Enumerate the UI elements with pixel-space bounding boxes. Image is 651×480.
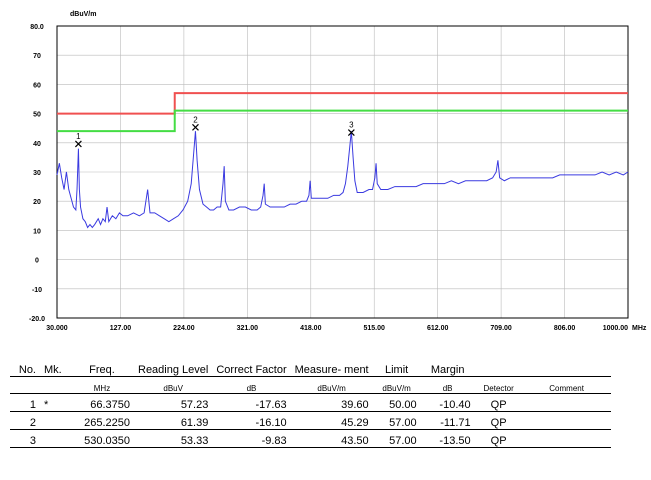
y-tick-label: -20.0	[29, 316, 45, 323]
table-row: 2 265.2250 61.39 -16.10 45.29 57.00 -11.71 QP	[10, 411, 611, 430]
x-tick-label: 709.00	[490, 325, 512, 332]
x-unit-label: MHz	[632, 325, 647, 332]
table-cell: 3	[10, 429, 40, 448]
x-tick-label: 612.00	[427, 325, 449, 332]
peak-marker-label: 2	[193, 115, 198, 124]
y-tick-label: 20	[33, 199, 41, 206]
x-tick-label: 806.00	[554, 325, 576, 332]
table-cell: -16.10	[212, 411, 291, 430]
table-row: 1 * 66.3750 57.23 -17.63 39.60 50.00 -10.40 QP	[10, 393, 611, 412]
limit-line	[57, 109, 628, 133]
unit-cell: dB	[420, 376, 475, 394]
table-cell: 530.0350	[70, 429, 134, 448]
peak-marker-x	[192, 123, 199, 131]
unit-cell	[40, 376, 70, 394]
y-tick-label: 10	[33, 228, 41, 235]
x-tick-label: 418.00	[300, 325, 322, 332]
header-cell: Limit	[385, 364, 409, 376]
x-tick-label: 321.00	[237, 325, 259, 332]
chart-grid	[57, 26, 628, 318]
trace-group	[56, 131, 629, 229]
header-cell: Freq.	[89, 364, 115, 376]
header-cell: Measure- ment	[294, 364, 369, 376]
x-tick-label: 30.000	[46, 325, 68, 332]
x-tick-label: 515.00	[364, 325, 386, 332]
table-cell: 61.39	[134, 411, 213, 430]
peak-marker-label: 3	[349, 121, 354, 130]
table-cell: -13.50	[420, 429, 475, 448]
table-cell: 2	[10, 411, 40, 430]
table-cell: 50.00	[372, 393, 421, 412]
table-cell: -17.63	[212, 393, 291, 412]
unit-cell: Comment	[522, 376, 611, 394]
table-cell	[522, 393, 611, 412]
peak-marker-x	[347, 129, 355, 137]
unit-cell: dBuV	[134, 376, 213, 394]
y-tick-labels: 80.0 70 60 50 40 30 20 10 0 -10 -20.0	[29, 24, 45, 323]
x-tick-label: 1000.00	[603, 325, 628, 332]
table-cell	[40, 411, 70, 430]
table-cell	[40, 429, 70, 448]
y-tick-label: 80.0	[30, 24, 44, 31]
header-cell: Margin	[430, 364, 465, 376]
table-cell: -11.71	[420, 411, 475, 430]
header-cell: Correct Factor	[216, 364, 287, 376]
y-tick-label: 60	[33, 82, 41, 89]
table-cell: 1	[10, 393, 40, 412]
table-cell: 57.00	[372, 411, 421, 430]
table-cell: 43.50	[290, 429, 373, 448]
y-tick-label: 30	[33, 170, 41, 177]
y-tick-label: 0	[35, 258, 39, 265]
table-cell: *	[40, 393, 70, 412]
unit-cell: dBuV/m	[372, 376, 421, 394]
x-tick-label: 127.00	[110, 325, 132, 332]
table-cell: QP	[474, 393, 523, 412]
y-tick-label: 40	[33, 141, 41, 148]
units-row: MHz dBuV dB dBuV/m dBuV/m dB Detector Comment	[10, 376, 611, 394]
header-cell: No.	[18, 364, 36, 376]
peak-marker-x	[74, 140, 82, 148]
markers-group: 1 2 3	[74, 115, 355, 148]
header-cell	[523, 346, 611, 377]
table-cell: 265.2250	[70, 411, 134, 430]
chart-svg: 1 2 3 80.0 70 60 50 40 30 20 10 0 -10 -20.0 30.000 12…	[29, 11, 647, 332]
x-tick-labels: 30.000 127.00 224.00 321.00 418.00 515.00 612.…	[46, 325, 628, 332]
table-cell	[522, 429, 611, 448]
header-cell: Reading Level	[138, 364, 209, 376]
y-tick-label: -10	[32, 287, 42, 294]
unit-cell: MHz	[70, 376, 134, 394]
table-cell: -9.83	[212, 429, 291, 448]
header-row: No. Mk. Freq. Reading Level Correct Factor Me…	[10, 346, 611, 377]
table-cell	[522, 411, 611, 430]
header-cell: Mk.	[44, 364, 62, 376]
y-unit-label: dBuV/m	[70, 11, 96, 18]
unit-cell	[10, 376, 40, 394]
unit-cell: dB	[212, 376, 291, 394]
x-tick-label: 224.00	[173, 325, 195, 332]
table-cell: 57.00	[372, 429, 421, 448]
y-tick-label: 70	[33, 53, 41, 60]
peak-marker-label: 1	[76, 132, 81, 141]
table-cell: 39.60	[290, 393, 373, 412]
table-row: 3 530.0350 53.33 -9.83 43.50 57.00 -13.50 QP	[10, 429, 611, 448]
y-tick-label: 50	[33, 112, 41, 119]
table-cell: QP	[474, 411, 523, 430]
table-cell: QP	[474, 429, 523, 448]
results-table: No. Mk. Freq. Reading Level Correct Factor Me…	[10, 346, 611, 448]
limit-line	[57, 92, 628, 115]
results-table-area: No. Mk. Freq. Reading Level Correct Factor Me…	[0, 340, 651, 480]
unit-cell: dBuV/m	[290, 376, 373, 394]
table-cell: 53.33	[134, 429, 213, 448]
limit-lines	[57, 92, 628, 133]
results-table-body: No. Mk. Freq. Reading Level Correct Factor Me…	[10, 346, 611, 448]
header-cell	[475, 346, 523, 377]
unit-cell: Detector	[474, 376, 523, 394]
measurement-trace	[56, 131, 629, 229]
table-cell: 66.3750	[70, 393, 134, 412]
table-cell: -10.40	[420, 393, 475, 412]
table-cell: 45.29	[290, 411, 373, 430]
table-cell: 57.23	[134, 393, 213, 412]
